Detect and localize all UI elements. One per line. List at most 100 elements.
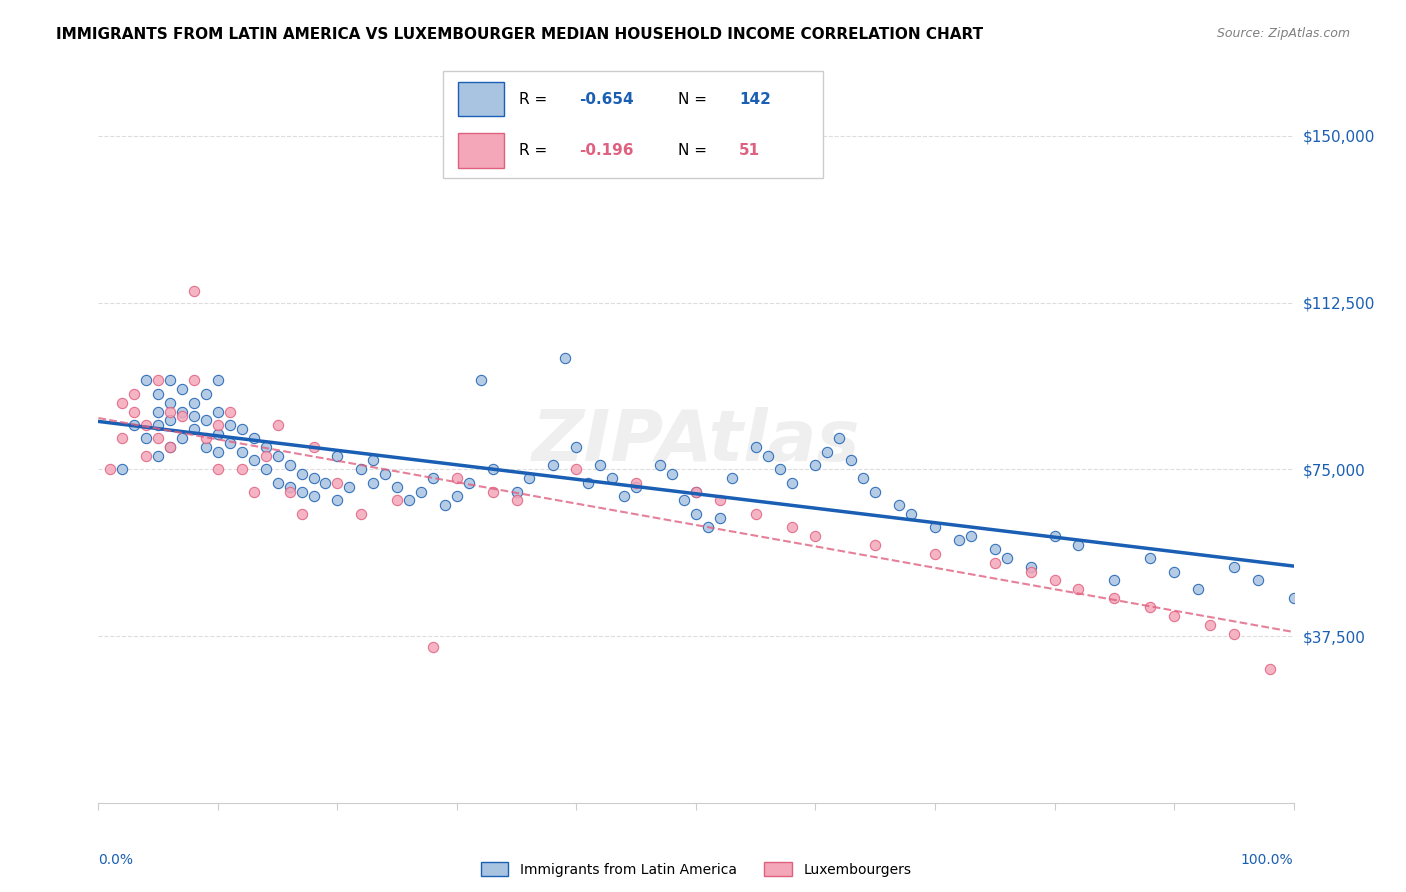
Point [183,285,205,299]
Legend: Immigrants from Latin America, Luxembourgers: Immigrants from Latin America, Luxembour… [475,856,917,882]
Point [124,404,146,418]
Point [1043,529,1066,543]
Point [385,493,409,508]
Point [1067,582,1090,597]
Point [1199,618,1222,632]
Point [124,386,146,401]
Point [207,404,229,418]
Point [422,471,444,485]
Point [326,475,349,490]
Point [685,507,707,521]
Point [721,471,744,485]
Point [1223,627,1246,641]
Point [231,444,253,458]
Point [219,435,242,450]
Point [195,431,218,445]
Point [648,458,672,472]
Point [541,458,564,472]
Point [422,640,444,655]
Point [159,395,181,409]
Point [111,431,134,445]
Point [1163,565,1185,579]
Point [278,484,301,499]
Point [243,431,266,445]
FancyBboxPatch shape [443,71,823,178]
Point [159,440,181,454]
Point [124,417,146,432]
Point [219,404,242,418]
Point [446,489,468,503]
Point [195,413,218,427]
Point [254,440,277,454]
Point [172,431,194,445]
Point [350,462,373,476]
Text: Source: ZipAtlas.com: Source: ZipAtlas.com [1216,27,1350,40]
Point [685,484,707,499]
Point [1282,591,1305,606]
Point [302,489,325,503]
Point [172,404,194,418]
Point [135,431,157,445]
Point [1187,582,1209,597]
Point [195,440,218,454]
Point [278,480,301,494]
Point [709,511,731,525]
Point [1223,560,1246,574]
Bar [458,134,503,168]
Point [411,484,433,499]
Point [924,547,946,561]
Point [148,373,170,387]
Point [159,404,181,418]
Point [602,471,624,485]
Point [804,458,827,472]
Point [291,484,314,499]
Point [385,480,409,494]
Point [565,440,588,454]
Point [350,507,373,521]
Point [1104,591,1126,606]
Text: 51: 51 [740,143,761,158]
Point [506,493,529,508]
Point [278,458,301,472]
Point [446,471,468,485]
Point [481,462,505,476]
Point [135,449,157,463]
Point [1139,551,1161,566]
Point [291,467,314,481]
Bar [458,82,503,116]
Point [865,538,887,552]
Point [709,493,731,508]
Point [673,493,696,508]
Point [363,453,385,467]
Point [865,484,887,499]
Point [780,520,803,534]
Point [339,480,361,494]
Point [148,431,170,445]
Point [745,440,768,454]
Point [183,422,205,436]
Point [148,404,170,418]
Point [183,395,205,409]
Point [1043,574,1066,588]
Point [768,462,790,476]
Point [374,467,396,481]
Point [148,417,170,432]
Point [626,480,648,494]
Point [565,462,588,476]
Point [231,462,253,476]
Text: R =: R = [519,92,553,107]
Point [685,484,707,499]
Point [207,417,229,432]
Point [852,471,875,485]
Point [458,475,481,490]
Point [254,449,277,463]
Point [1067,538,1090,552]
Point [326,493,349,508]
Point [661,467,683,481]
Point [159,413,181,427]
Point [159,373,181,387]
Text: N =: N = [678,143,711,158]
Point [626,475,648,490]
Point [948,533,970,548]
Point [148,449,170,463]
